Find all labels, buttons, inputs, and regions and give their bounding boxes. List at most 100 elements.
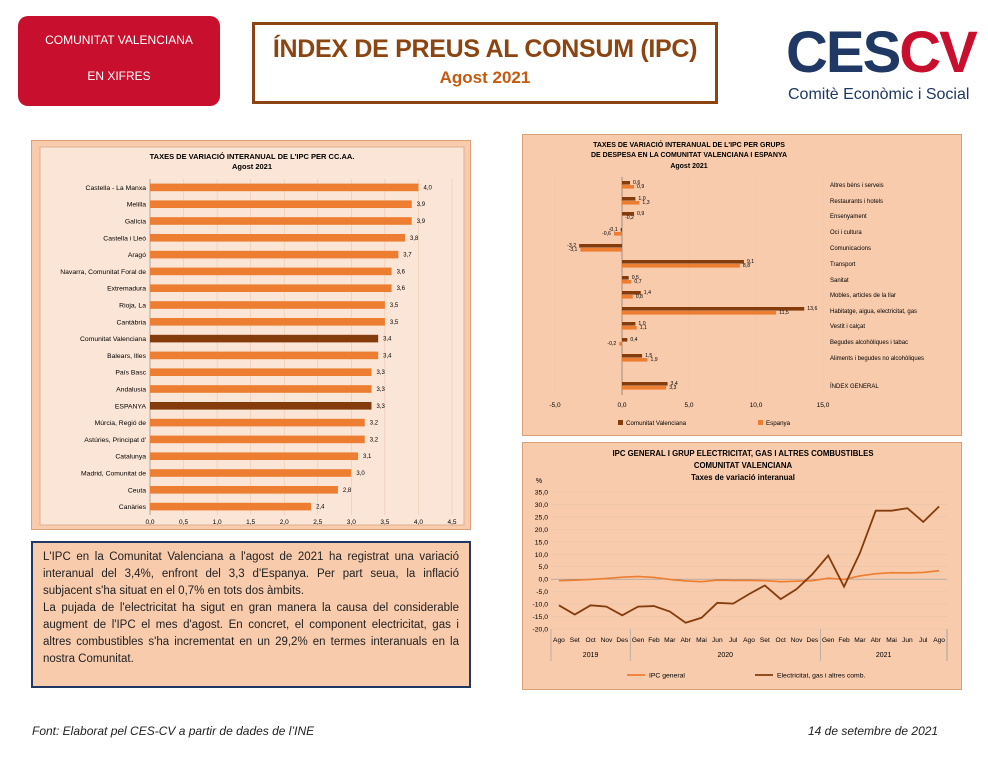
value-label: 3,6 [397,269,406,275]
value-label: 2,4 [316,505,325,511]
chart-title-line-1: TAXES DE VARIACIÓ INTERANUAL DE L'IPC PE… [593,140,785,149]
bar-es [613,232,622,236]
chart-subtitle: Agost 2021 [232,162,272,171]
month-label: Feb [648,637,660,644]
month-label: Feb [838,637,850,644]
value-label: 3,0 [356,471,365,477]
bar-cv [622,181,631,185]
value-label: 3,5 [390,303,399,309]
value-label: 4,0 [423,185,432,191]
category-label: Begudes alcohòliques i tabac [830,340,908,346]
value-label: 13,6 [807,306,817,312]
value-label: 3,5 [390,320,399,326]
page-title: ÍNDEX DE PREUS AL CONSUM (IPC) [272,35,698,63]
summary-text-box: L'IPC en la Comunitat Valenciana a l'ago… [31,541,471,688]
bar-cv [579,244,622,248]
bar [150,250,399,259]
line-ipc-general [558,569,940,583]
bar-es [622,201,640,205]
line-electricity [558,505,940,624]
x-tick-label: 4,5 [447,519,456,526]
bar [150,469,352,477]
y-tick-label: 30,0 [535,502,548,509]
category-label: Galícia [125,219,146,226]
source-note: Font: Elaborat pel CES-CV a partir de da… [32,724,315,738]
y-tick-label: -15,0 [533,614,549,621]
month-label: Ago [933,637,945,644]
legend-label: Espanya [766,420,791,427]
bar-es [622,264,740,268]
x-tick-label: 2,5 [313,519,322,526]
category-label: Castella i Lleó [103,235,146,242]
category-label: Rioja, La [119,303,146,310]
month-label: Abr [871,637,882,644]
bar-es [622,386,667,390]
chart-title-line-2: DE DESPESA EN LA COMUNITAT VALENCIANA I … [591,152,787,159]
category-label: Castella - La Manxa [86,185,147,192]
y-tick-label: 20,0 [535,527,548,534]
month-label: Abr [681,637,692,644]
category-label: Oci i cultura [830,230,862,236]
chart-subtitle: Taxes de variació interanual [691,473,795,482]
bar [150,267,392,276]
y-tick-label: -20,0 [533,627,549,634]
y-tick-label: 5,0 [539,564,549,571]
category-label: Comunitat Valenciana [80,336,146,343]
month-label: Set [570,637,580,644]
y-tick-label: 0,0 [539,577,549,584]
bar [150,318,385,326]
month-label: Des [806,637,818,644]
x-tick-label: 3,5 [380,519,389,526]
bar-cv [622,291,641,295]
bar [150,385,372,393]
bar-cv [622,338,628,342]
chart-title-line-2: COMUNITAT VALENCIANA [694,461,793,470]
category-label: Múrcia, Regió de [95,420,147,427]
value-label: 3,3 [376,404,385,410]
value-label: 1,0 [638,321,645,327]
value-label: 3,3 [376,370,385,376]
bar [150,200,412,208]
value-label: 3,4 [383,353,392,359]
month-label: Mai [696,637,707,644]
category-label: Cantàbria [117,319,147,326]
value-label: 1,5 [645,353,652,359]
month-label: Jul [919,637,928,644]
month-label: Gen [822,637,835,644]
logo-subtitle: Comitè Econòmic i Social [788,86,970,103]
y-tick-label: 25,0 [535,514,548,521]
value-label: 0,8 [636,294,643,300]
legend-swatch [758,420,763,425]
month-label: Nov [791,637,803,644]
x-tick-label: 10,0 [750,402,763,409]
value-label: 8,8 [743,263,750,269]
groups-chart-panel: TAXES DE VARIACIÓ INTERANUAL DE L'IPC PE… [522,134,962,436]
chart-subtitle: Agost 2021 [670,163,707,170]
category-label: Astúries, Principat d' [84,437,146,444]
bar [150,368,372,376]
month-label: Jul [729,637,738,644]
value-label: 11,5 [779,310,789,316]
chart-title: TAXES DE VARIACIÓ INTERANUAL DE L'IPC PE… [150,152,355,161]
value-label: 3,9 [417,219,426,225]
value-label: 3,7 [403,253,412,259]
page-title-box: ÍNDEX DE PREUS AL CONSUM (IPC) Agost 202… [252,22,718,104]
x-tick-label: -5,0 [549,402,561,409]
bar [150,301,385,309]
legend-label: Comunitat Valenciana [626,420,687,427]
bar-cv [622,260,744,264]
value-label: 1,0 [638,196,645,202]
category-label: Melilla [127,202,146,209]
category-label: Ceuta [128,487,146,494]
x-tick-label: 2,0 [280,519,289,526]
cescv-logo: CESCV Comitè Econòmic i Social [786,20,978,110]
value-label: -3,1 [569,247,578,253]
x-tick-label: 0,0 [145,519,154,526]
logo-part-1: CES [786,20,901,85]
bar [150,402,372,410]
month-label: Set [760,637,770,644]
month-label: Ago [743,637,755,644]
category-label: Habitatge, aigua, electricitat, gas [830,309,917,315]
month-label: Ago [553,637,565,644]
bar [150,502,312,511]
